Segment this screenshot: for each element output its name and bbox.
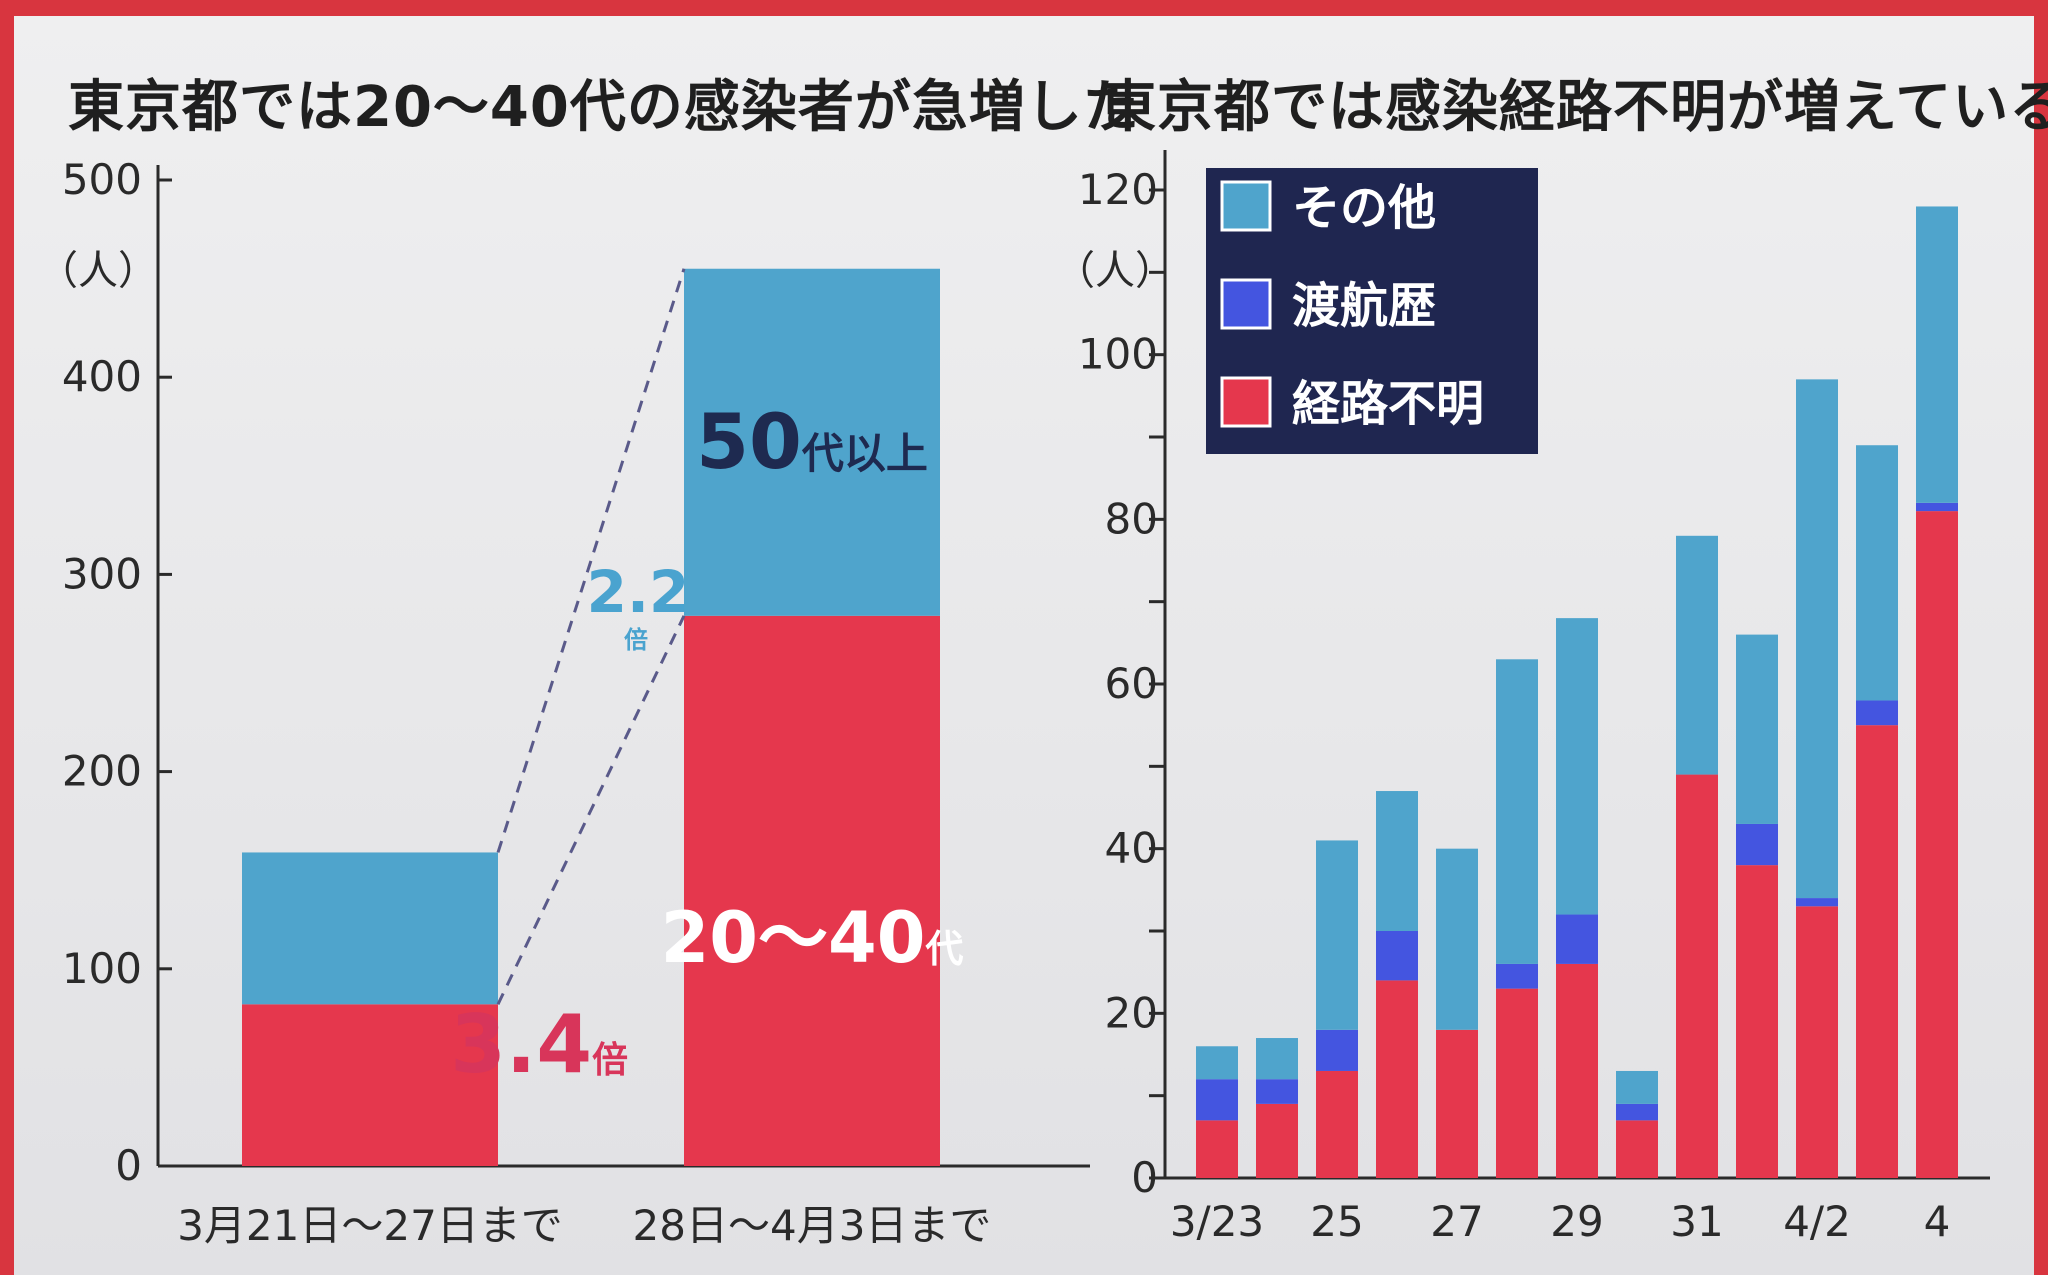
y-tick-label: 200 (62, 747, 142, 796)
x-category-label: 3月21日～27日まで (177, 1201, 563, 1250)
series-label-young: 20～40代 (661, 897, 964, 979)
x-tick-label: 4 (1924, 1197, 1951, 1246)
y-tick-label: 100 (1078, 330, 1158, 379)
x-tick-label: 3/23 (1170, 1197, 1264, 1246)
bar-segment (1256, 1103, 1298, 1178)
bar-segment (1496, 988, 1538, 1178)
ratio-young-label: 3.4倍 (450, 998, 628, 1091)
bar-segment (1436, 1029, 1478, 1178)
y-tick-label: 120 (1078, 165, 1158, 214)
bar-segment (1856, 725, 1898, 1178)
bar-segment (1376, 931, 1418, 981)
x-tick-label: 31 (1670, 1197, 1723, 1246)
bar-segment (1556, 914, 1598, 964)
bar-segment (684, 615, 940, 1166)
bar-segment (1736, 865, 1778, 1178)
bar-segment (1916, 502, 1958, 512)
bar-segment (1796, 898, 1838, 907)
bar-segment (242, 852, 498, 1005)
y-tick-label: 80 (1105, 494, 1158, 543)
bar-segment (1436, 848, 1478, 1030)
bar-segment (1916, 206, 1958, 503)
x-tick-label: 29 (1550, 1197, 1603, 1246)
bar-segment (1376, 791, 1418, 931)
x-category-label: 28日～4月3日まで (633, 1201, 992, 1250)
bar-segment (1556, 963, 1598, 1178)
legend-label: 経路不明 (1292, 376, 1484, 432)
x-tick-label: 25 (1310, 1197, 1363, 1246)
bar-segment (1796, 906, 1838, 1178)
bar-segment (1616, 1120, 1658, 1178)
bar-segment (1856, 700, 1898, 726)
comparison-line-young (496, 615, 686, 1005)
bar-segment (1316, 840, 1358, 1030)
legend-swatch (1220, 180, 1272, 232)
legend-label: 渡航歴 (1292, 278, 1436, 334)
x-tick-label: 27 (1430, 1197, 1483, 1246)
legend-swatch (1220, 278, 1272, 330)
bar-segment (1196, 1079, 1238, 1121)
y-tick-label: 60 (1105, 659, 1158, 708)
legend-label: その他 (1292, 180, 1436, 236)
series-label-old: 50代以上 (696, 397, 928, 486)
y-tick-label: 100 (62, 944, 142, 993)
chart-title-route: 東京都では感染経路不明が増えている (1100, 75, 2048, 140)
bar-segment (1796, 379, 1838, 899)
bar-segment (1616, 1103, 1658, 1121)
bar-segment (1676, 535, 1718, 775)
bar-segment (1316, 1029, 1358, 1071)
bar-segment (1736, 634, 1778, 824)
comparison-line-total (496, 268, 686, 853)
y-tick-label: 0 (1131, 1153, 1158, 1202)
bar-segment (1916, 511, 1958, 1179)
y-tick-label: 400 (62, 352, 142, 401)
bar-segment (1196, 1046, 1238, 1080)
y-tick-label: 0 (115, 1141, 142, 1190)
bar-segment (1316, 1070, 1358, 1178)
y-tick-label: 40 (1105, 824, 1158, 873)
ratio-total-unit: 倍 (624, 626, 648, 654)
bar-segment (1556, 618, 1598, 915)
legend-swatch (1220, 376, 1272, 428)
bar-segment (1256, 1038, 1298, 1080)
y-tick-label: 300 (62, 549, 142, 598)
bar-segment (1496, 659, 1538, 964)
bar-segment (1856, 445, 1898, 701)
x-tick-label: 4/2 (1783, 1197, 1851, 1246)
ratio-total-value: 2.2 (587, 558, 690, 626)
y-tick-label: 20 (1105, 988, 1158, 1037)
bar-segment (1676, 774, 1718, 1178)
bar-segment (684, 268, 940, 616)
bar-segment (242, 1004, 498, 1166)
bar-segment (1196, 1120, 1238, 1178)
chart-title-age: 東京都では20～40代の感染者が急増した (68, 75, 1140, 140)
y-unit-label: （人） (38, 248, 158, 294)
bar-segment (1616, 1070, 1658, 1104)
bar-segment (1736, 823, 1778, 866)
bar-segment (1496, 963, 1538, 989)
y-unit-label: （人） (1055, 248, 1175, 294)
bar-segment (1376, 980, 1418, 1178)
bar-segment (1256, 1079, 1298, 1104)
y-tick-label: 500 (62, 155, 142, 204)
